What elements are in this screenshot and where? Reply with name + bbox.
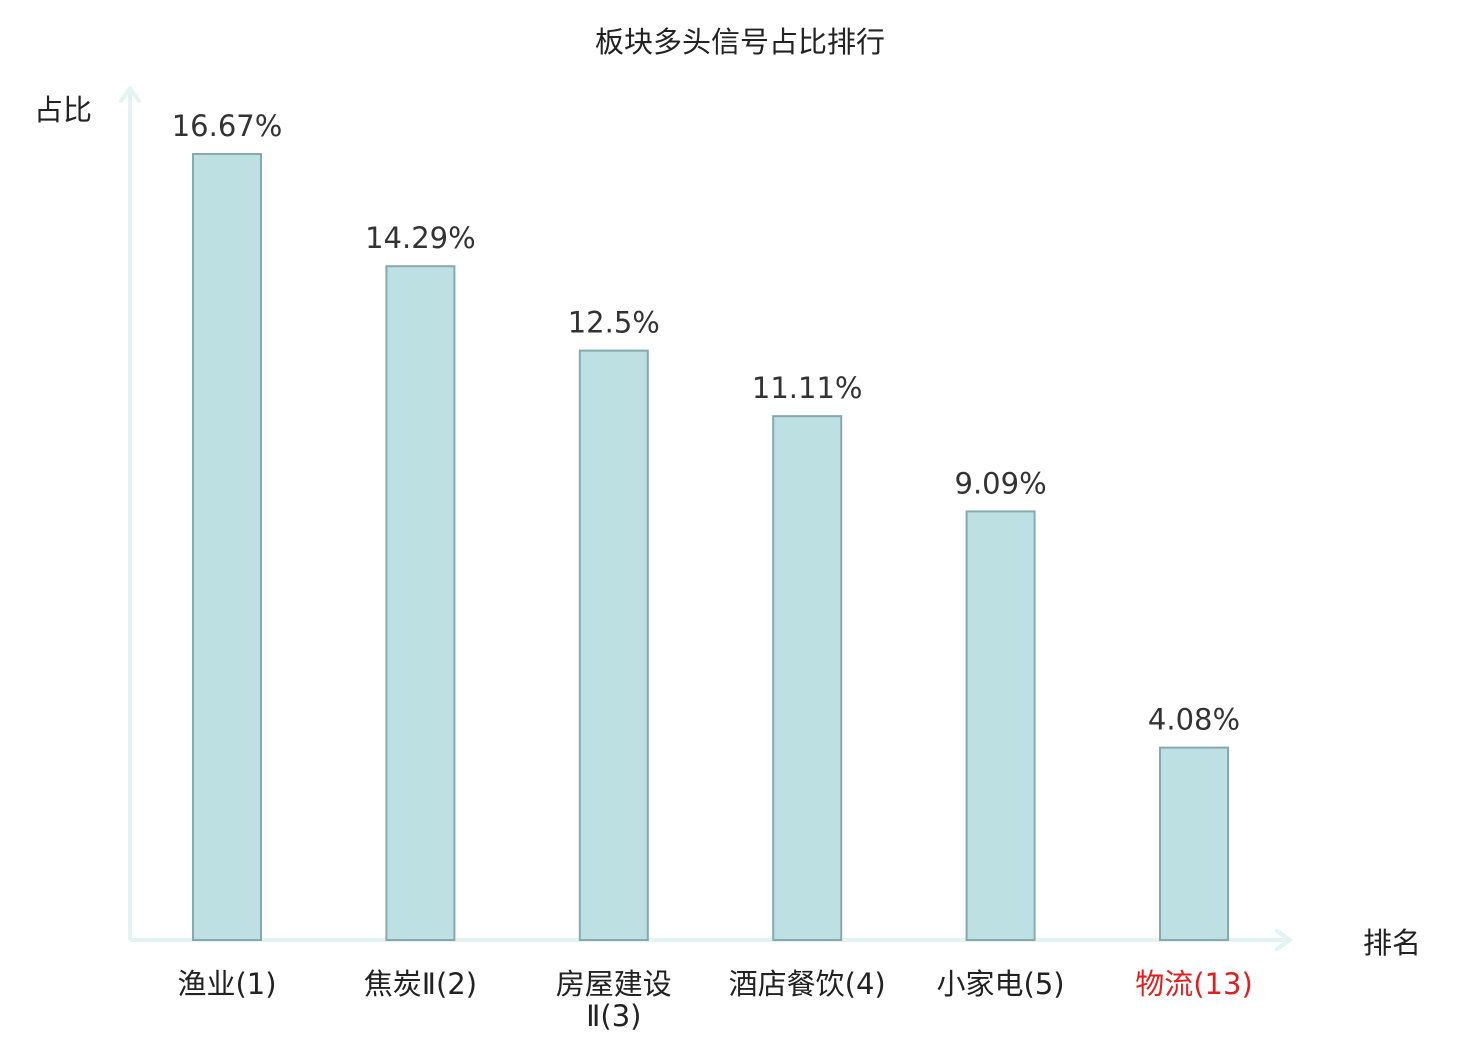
value-label: 11.11% (752, 371, 863, 405)
bar (578, 349, 649, 942)
bar (192, 153, 262, 941)
x-axis-label: 排名 (1363, 926, 1421, 960)
value-label: 12.5% (568, 306, 660, 340)
category-label-highlight: 物流(13) (1135, 967, 1253, 1001)
value-label: 9.09% (955, 466, 1047, 500)
axes (119, 86, 1292, 951)
category-label: 房屋建设 (556, 967, 672, 1001)
y-axis-arrow (119, 86, 141, 103)
value-labels: 16.67% 14.29% 12.5% 11.11% 9.09% 4.08% (172, 109, 1240, 737)
bar (772, 415, 843, 941)
category-label: 渔业(1) (177, 967, 276, 1001)
category-label: 小家电(5) (937, 967, 1065, 1001)
chart-title: 板块多头信号占比排行 (595, 25, 885, 59)
category-label: 焦炭Ⅱ(2) (364, 967, 477, 1001)
category-label: Ⅱ(3) (586, 999, 641, 1033)
y-axis-label: 占比 (34, 93, 92, 127)
x-axis-arrow (1275, 929, 1292, 951)
value-label: 4.08% (1148, 703, 1240, 737)
value-label: 14.29% (365, 221, 476, 255)
bar (1159, 746, 1229, 941)
category-label: 酒店餐饮(4) (729, 967, 886, 1001)
bar (965, 510, 1036, 941)
value-label: 16.67% (172, 109, 283, 143)
bar (385, 265, 456, 941)
bars (192, 153, 1229, 942)
